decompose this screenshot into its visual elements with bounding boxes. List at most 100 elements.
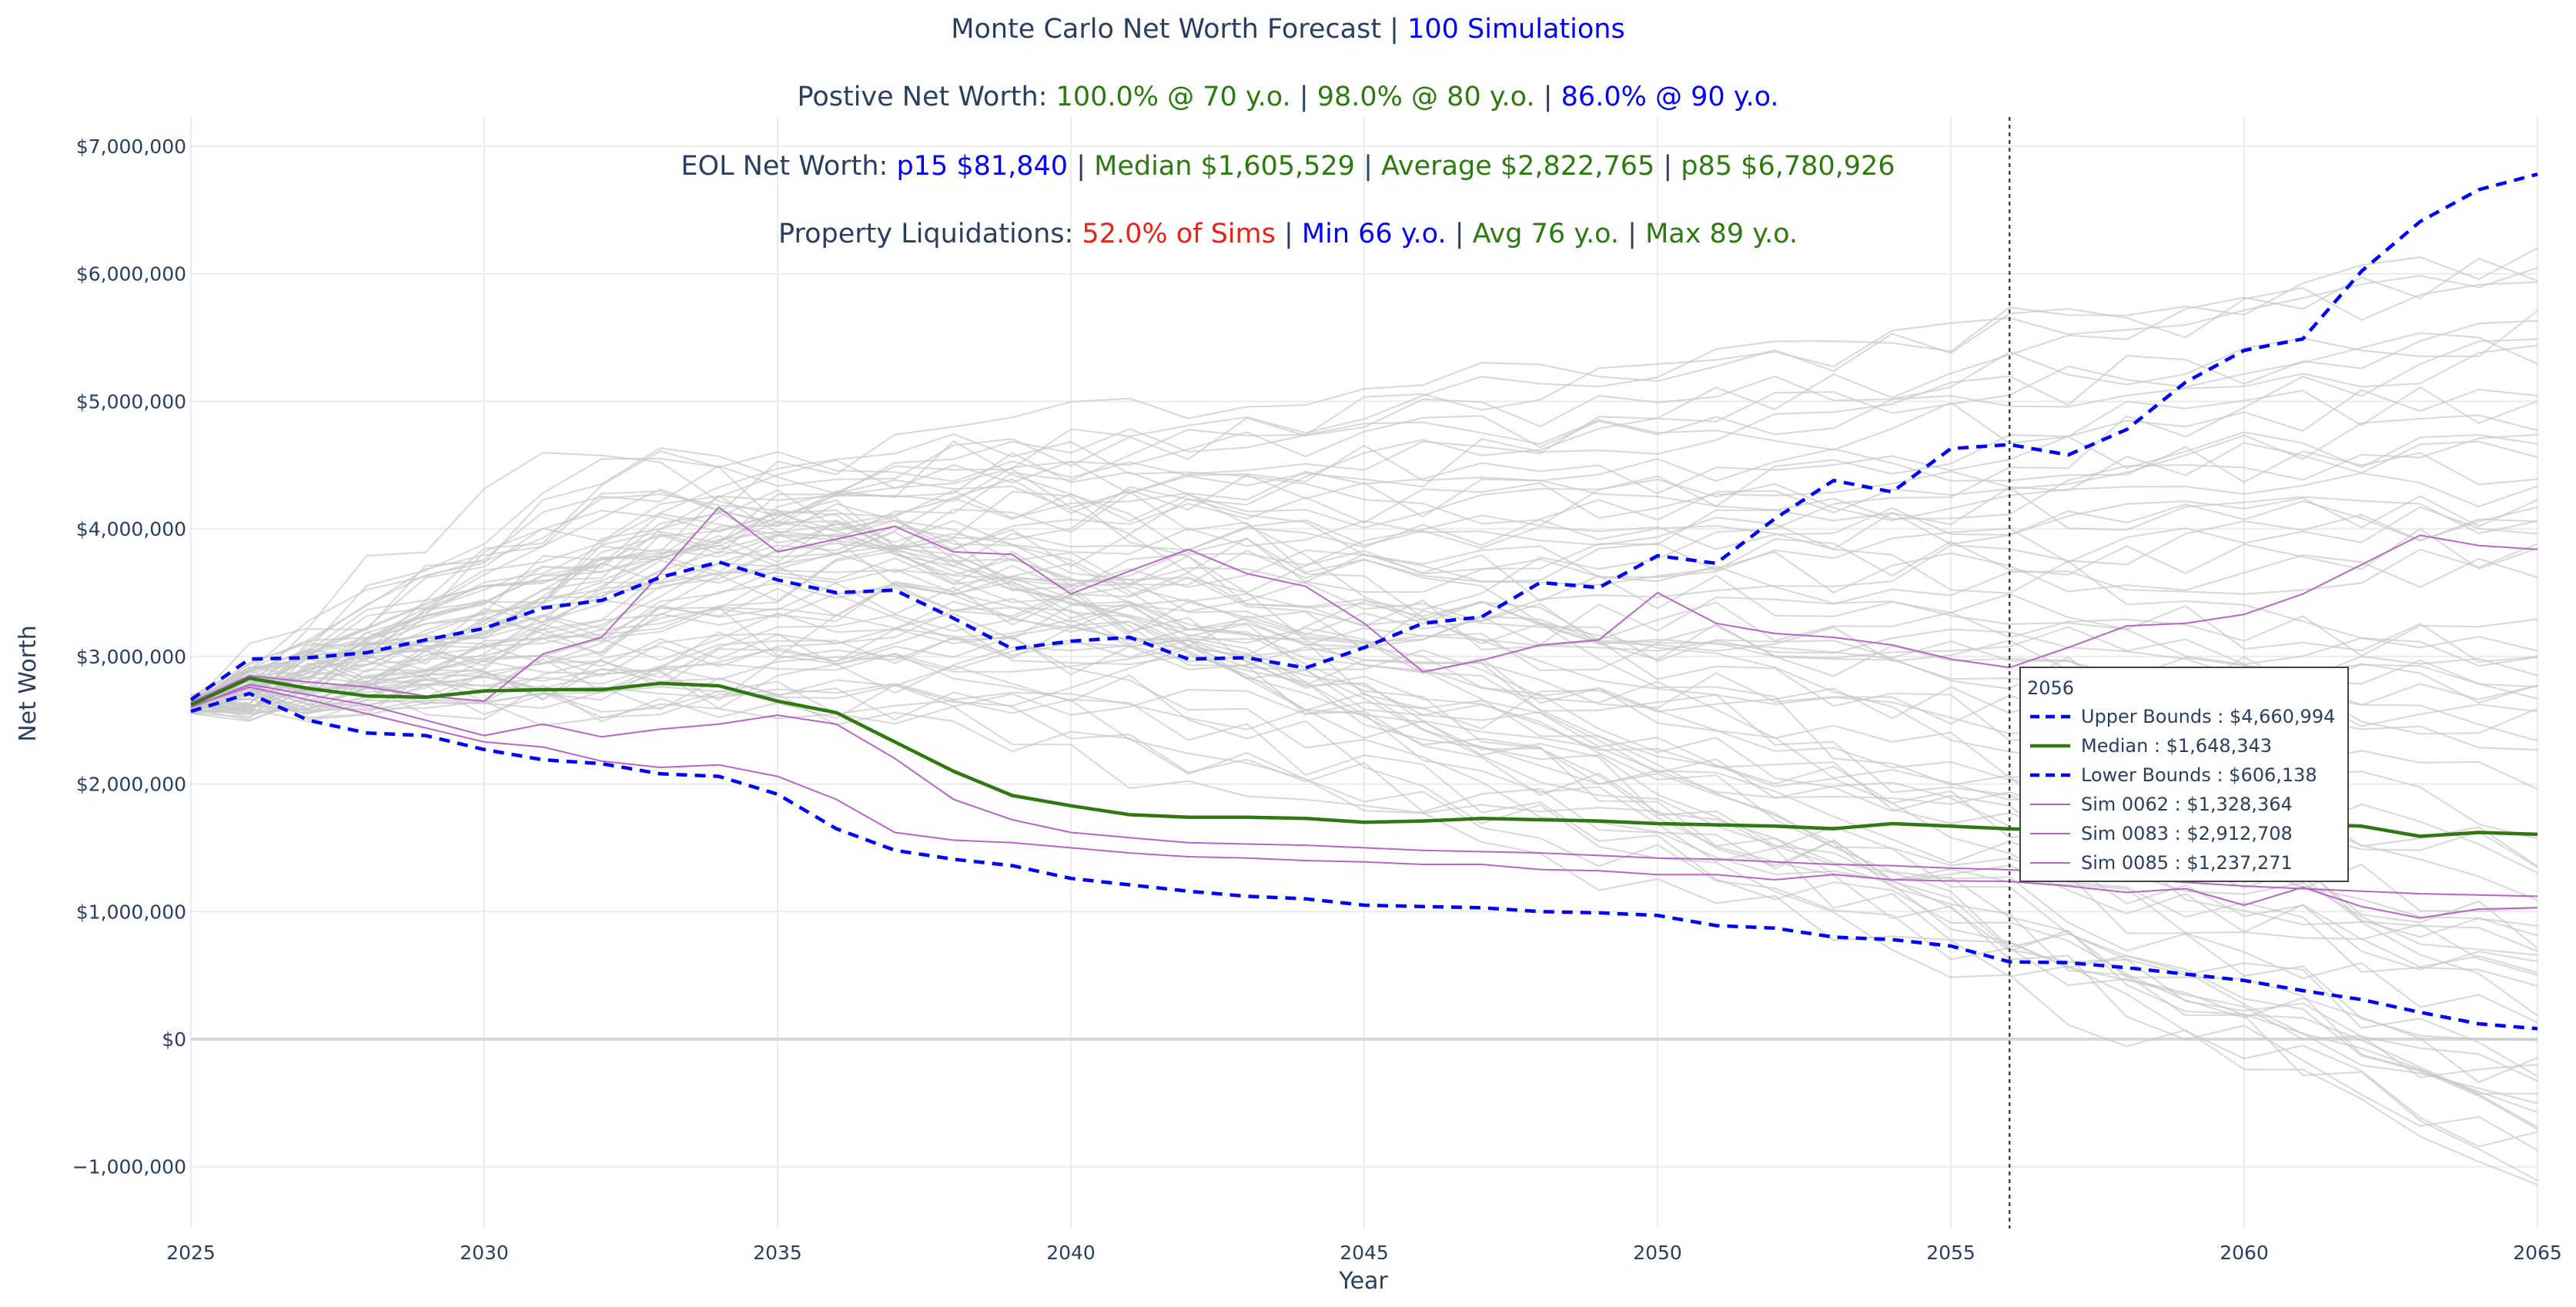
eol-label: EOL Net Worth: <box>681 151 897 182</box>
x-tick-label: 2060 <box>2220 1242 2269 1264</box>
tooltip-row-label: Sim 0085 : $1,237,271 <box>2081 852 2293 874</box>
background-sim-line <box>190 587 2538 704</box>
background-sim-line <box>190 332 2538 706</box>
x-axis-title: Year <box>1338 1268 1388 1295</box>
hover-tooltip: 2056 Upper Bounds : $4,660,994 Median : $… <box>2019 667 2349 882</box>
y-tick-label: $1,000,000 <box>76 901 186 923</box>
tooltip-row: Sim 0083 : $2,912,708 <box>2027 819 2341 848</box>
tooltip-year: 2056 <box>2027 677 2075 699</box>
positive-label: Postive Net Worth: <box>797 82 1056 112</box>
tooltip-row: Sim 0085 : $1,237,271 <box>2027 848 2341 877</box>
positive-80: 98.0% @ 80 y.o. <box>1316 82 1535 112</box>
tooltip-row: Median : $1,648,343 <box>2027 731 2341 760</box>
background-sim-line <box>190 472 2538 696</box>
sim-0083-line[interactable] <box>190 506 2538 704</box>
tooltip-row-label: Sim 0083 : $2,912,708 <box>2081 823 2293 844</box>
tooltip-row-label: Upper Bounds : $4,660,994 <box>2081 706 2336 727</box>
chart-title: Monte Carlo Net Worth Forecast | 100 Sim… <box>0 14 2576 45</box>
y-tick-label: $6,000,000 <box>76 263 186 286</box>
positive-net-worth-line: Postive Net Worth: 100.0% @ 70 y.o. | 98… <box>0 82 2576 112</box>
x-tick-label: 2035 <box>753 1242 802 1264</box>
background-sim-line <box>190 627 2538 1130</box>
separator: | <box>1446 219 1473 249</box>
tooltip-row: Lower Bounds : $606,138 <box>2027 760 2341 790</box>
liquidations-min: Min 66 y.o. <box>1301 219 1447 249</box>
upper-bounds-line[interactable] <box>189 172 2538 702</box>
background-sim-line <box>190 509 2538 697</box>
background-sim-line <box>190 510 2538 1041</box>
background-sim-line <box>190 433 2538 711</box>
x-tick-label: 2025 <box>166 1242 216 1264</box>
background-sim-line <box>190 563 2538 1082</box>
background-sim-line <box>190 257 2538 708</box>
x-tick-label: 2045 <box>1340 1242 1389 1264</box>
liquidations-pct: 52.0% of Sims <box>1082 219 1276 249</box>
tooltip-row-label: Sim 0062 : $1,328,364 <box>2081 794 2293 815</box>
y-tick-label: $4,000,000 <box>76 518 186 540</box>
background-sim-line <box>190 568 2538 1078</box>
separator: | <box>1275 219 1302 249</box>
y-axis-title: Net Worth <box>15 625 42 742</box>
background-sim-line <box>190 549 2538 705</box>
liquidations-max: Max 89 y.o. <box>1645 219 1798 249</box>
liquidations-avg: Avg 76 y.o. <box>1472 219 1620 249</box>
tooltip-row-label: Median : $1,648,343 <box>2081 735 2273 757</box>
separator: | <box>1534 82 1561 112</box>
separator: | <box>1654 151 1681 182</box>
tooltip-row-label: Lower Bounds : $606,138 <box>2081 764 2317 786</box>
tooltip-row: Sim 0062 : $1,328,364 <box>2027 790 2341 819</box>
y-tick-label: $7,000,000 <box>76 135 186 158</box>
x-tick-label: 2055 <box>1926 1242 1975 1264</box>
legend-line-icon <box>2030 714 2070 719</box>
legend-line-icon <box>2030 773 2070 777</box>
y-tick-label: $5,000,000 <box>76 390 186 413</box>
y-tick-label: $0 <box>162 1028 186 1051</box>
eol-p85: p85 $6,780,926 <box>1681 151 1895 182</box>
legend-line-icon <box>2030 744 2070 748</box>
background-sim-line <box>190 389 2538 713</box>
eol-median: Median $1,605,529 <box>1094 151 1355 182</box>
background-sim-line <box>190 266 2538 698</box>
title-simulation-count: 100 Simulations <box>1407 14 1625 45</box>
background-sim-line <box>190 500 2538 698</box>
sim-0085-line[interactable] <box>190 686 2538 919</box>
background-sim-line <box>190 490 2538 1182</box>
title-label: Monte Carlo Net Worth Forecast | <box>951 14 1408 45</box>
background-sim-line <box>190 672 2538 1078</box>
background-sim-line <box>190 344 2538 711</box>
positive-70: 100.0% @ 70 y.o. <box>1055 82 1291 112</box>
separator: | <box>1619 219 1646 249</box>
tooltip-row: Upper Bounds : $4,660,994 <box>2027 702 2341 731</box>
separator: | <box>1290 82 1317 112</box>
eol-average: Average $2,822,765 <box>1381 151 1655 182</box>
background-sim-line <box>190 319 2538 712</box>
x-tick-label: 2040 <box>1046 1242 1096 1264</box>
lower-bounds-line[interactable] <box>190 691 2538 1031</box>
background-sim-line <box>190 457 2538 1128</box>
x-tick-label: 2065 <box>2513 1242 2562 1264</box>
background-sim-line <box>190 309 2538 711</box>
background-sim-line <box>190 386 2538 710</box>
background-sim-line <box>190 667 2538 976</box>
legend-line-icon <box>2030 833 2070 834</box>
eol-p15: p15 $81,840 <box>896 151 1069 182</box>
y-tick-label: $3,000,000 <box>76 646 186 668</box>
positive-90: 86.0% @ 90 y.o. <box>1561 82 1779 112</box>
legend-line-icon <box>2030 804 2070 805</box>
background-sim-line <box>190 440 2538 708</box>
background-sim-line <box>190 473 2538 714</box>
y-tick-label: $2,000,000 <box>76 774 186 796</box>
tick-labels: 2025 2030 2035 2040 2045 2050 2055 2060 2065 −1,0… <box>72 135 2562 1264</box>
property-liquidations-line: Property Liquidations: 52.0% of Sims | M… <box>0 219 2576 249</box>
background-sim-line <box>190 506 2538 714</box>
background-sim-line <box>190 444 2538 704</box>
legend-line-icon <box>2030 862 2070 864</box>
liquidations-label: Property Liquidations: <box>778 219 1082 249</box>
x-tick-label: 2050 <box>1633 1242 1682 1264</box>
x-tick-label: 2030 <box>460 1242 509 1264</box>
y-tick-label: −1,000,000 <box>72 1156 186 1178</box>
background-simulations <box>190 247 2538 1186</box>
background-sim-line <box>190 414 2538 716</box>
eol-net-worth-line: EOL Net Worth: p15 $81,840 | Median $1,6… <box>0 151 2576 182</box>
